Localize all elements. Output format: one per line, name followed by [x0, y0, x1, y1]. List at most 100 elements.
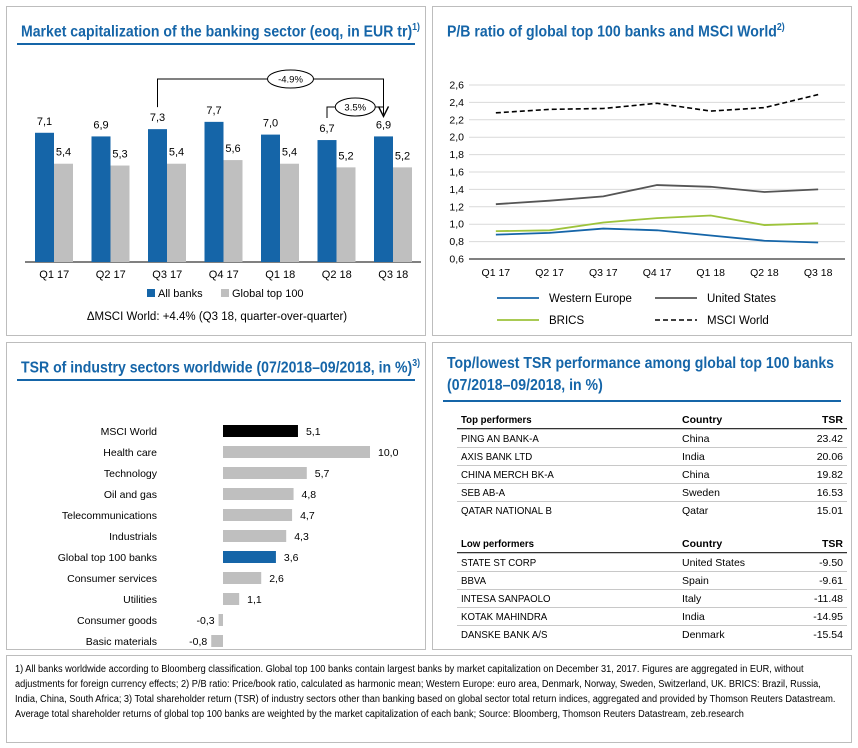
data-label-global-top-100: 5,3 [112, 149, 127, 161]
pb-ratio-title-footnote: 2) [776, 22, 785, 33]
y-tick-label: 2,2 [449, 114, 464, 126]
tsr-banks-divider [443, 400, 841, 402]
bank-name: PING AN BANK-A [461, 433, 539, 445]
data-label: 1,1 [247, 594, 262, 606]
bar-global-top-100 [336, 167, 356, 262]
msci-world-note: ΔMSCI World: +4.4% (Q3 18, quarter-over-… [87, 311, 347, 323]
bank-name: SEB AB-A [461, 487, 506, 499]
data-label: -0,3 [196, 615, 214, 627]
footnote: 1) All banks worldwide according to Bloo… [6, 655, 852, 743]
market-cap-chart: 7,1 5,4 Q1 17 6,9 5,3 Q2 17 7,3 5,4 Q3 17 7,7 5,6 Q… [25, 69, 421, 323]
data-label: 3,6 [284, 552, 299, 564]
market-cap-title-footnote: 1) [412, 22, 420, 33]
y-tick-label: 1,0 [449, 219, 464, 231]
table-row: KOTAK MAHINDRA India -14.95 [457, 607, 847, 625]
bar-tsr-sector [223, 530, 287, 542]
legend-label: Western Europe [549, 293, 632, 305]
data-label: 5,7 [315, 468, 330, 480]
tsr-sectors-chart: MSCI World 5,1 Health care 10,0 Technology 5,… [58, 425, 399, 648]
series-line-united-states [495, 184, 819, 206]
x-tick-label: Q1 18 [696, 267, 725, 279]
country: India [682, 451, 705, 463]
table-row: CHINA MERCH BK-A China 19.82 [457, 465, 847, 483]
bar-tsr-sector [223, 446, 370, 458]
bank-name: KOTAK MAHINDRA [461, 611, 548, 623]
data-label-global-top-100: 5,2 [395, 150, 410, 162]
data-label-all-banks: 6,9 [376, 119, 391, 131]
tsr-sectors-panel: TSR of industry sectors worldwide (07/20… [6, 342, 426, 650]
growth-badge-short [334, 97, 376, 117]
table-header: Top performers Country TSR [457, 411, 847, 429]
bar-tsr-sector [223, 488, 294, 500]
x-tick-label: Q2 18 [322, 269, 352, 281]
y-tick-label: 2,4 [449, 97, 464, 109]
category-label: Oil and gas [104, 489, 157, 501]
category-label: Basic materials [86, 636, 157, 648]
data-label-all-banks: 7,1 [37, 116, 52, 128]
legend-label-all-banks: All banks [158, 288, 203, 300]
bar-global-top-100 [167, 163, 186, 262]
bar-global-top-100 [223, 160, 243, 262]
data-label-all-banks: 6,9 [93, 119, 108, 131]
x-tick-label: Q3 17 [152, 269, 182, 281]
country: Sweden [682, 487, 720, 499]
arrow-down-icon [377, 106, 390, 118]
data-label-global-top-100: 5,2 [338, 150, 353, 162]
bar-global-top-100 [110, 165, 130, 262]
bar-tsr-sector [223, 467, 307, 479]
y-tick-label: 0,6 [449, 254, 464, 266]
data-label-all-banks: 7,0 [263, 118, 278, 130]
y-tick-label: 2,6 [449, 80, 464, 92]
table-row: STATE ST CORP United States -9.50 [457, 553, 847, 571]
growth-badge-long [267, 69, 314, 89]
bar-global-top-100 [280, 163, 299, 262]
data-label: 10,0 [378, 447, 399, 459]
table-row: SEB AB-A Sweden 16.53 [457, 483, 847, 501]
table-row: PING AN BANK-A China 23.42 [457, 429, 847, 447]
x-tick-label: Q2 17 [96, 269, 126, 281]
data-label-global-top-100: 5,4 [56, 147, 71, 159]
table-row: INTESA SANPAOLO Italy -11.48 [457, 589, 847, 607]
pb-ratio-chart: 0,6 0,8 1,0 1,2 1,4 1,6 1,8 2,0 2,2 2,4 2,6 Q1 17 Q2… [449, 80, 845, 327]
bank-name: AXIS BANK LTD [461, 451, 533, 463]
bar-all-banks [261, 134, 280, 262]
data-label-all-banks: 7,7 [206, 105, 221, 117]
data-label: 4,7 [300, 510, 315, 522]
bar-all-banks [148, 129, 167, 262]
pb-ratio-title: P/B ratio of global top 100 banks and MS… [447, 22, 785, 41]
x-tick-label: Q1 18 [265, 269, 295, 281]
growth-label-long: -4.9% [278, 75, 303, 86]
x-tick-label: Q4 17 [209, 269, 239, 281]
category-label: Telecommunications [62, 510, 157, 522]
bank-name: QATAR NATIONAL B [461, 505, 552, 517]
bank-name: CHINA MERCH BK-A [461, 469, 554, 481]
bar-tsr-sector [223, 593, 240, 605]
country: Denmark [682, 629, 725, 641]
x-tick-label: Q4 17 [643, 267, 672, 279]
data-label: 2,6 [269, 573, 284, 585]
tsr-sectors-title-footnote: 3) [412, 358, 421, 369]
low-performers-table: Low performers Country TSR STATE ST CORP… [457, 535, 847, 643]
y-tick-label: 1,4 [449, 184, 464, 196]
country: Qatar [682, 505, 709, 517]
category-label: Industrials [109, 531, 157, 543]
bar-tsr-sector [223, 509, 293, 521]
tsr-value: -14.95 [813, 611, 843, 623]
bank-name: BBVA [461, 575, 487, 587]
tsr-banks-title: Top/lowest TSR performance among global … [447, 355, 835, 394]
tsr-value: 23.42 [816, 433, 843, 445]
table-header: Low performers Country TSR [457, 535, 847, 553]
table-row: QATAR NATIONAL B Qatar 15.01 [457, 501, 847, 519]
market-cap-panel: Market capitalization of the banking sec… [6, 6, 426, 336]
y-tick-label: 1,2 [449, 201, 464, 213]
data-label-global-top-100: 5,6 [225, 143, 240, 155]
category-label: Utilities [123, 594, 157, 606]
bar-tsr-sector [223, 572, 262, 584]
bar-all-banks [204, 121, 224, 262]
tsr-value: 19.82 [816, 469, 843, 481]
market-cap-divider [17, 43, 415, 45]
tsr-value: -11.48 [814, 593, 843, 605]
category-label: MSCI World [101, 426, 158, 438]
y-tick-label: 2,0 [449, 132, 464, 144]
x-tick-label: Q3 18 [804, 267, 833, 279]
